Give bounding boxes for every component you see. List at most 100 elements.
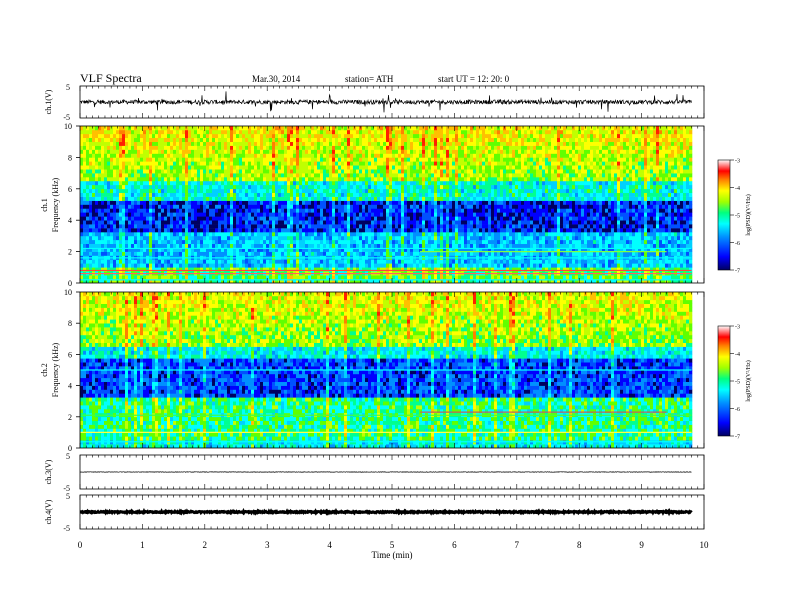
spectrogram-cell [395, 141, 399, 146]
spectrogram-cell [299, 232, 303, 237]
spectrogram-cell [221, 232, 225, 237]
spectrogram-cell [227, 216, 231, 221]
spectrogram-cell [152, 243, 156, 249]
spectrogram-cell [374, 212, 378, 217]
spectrogram-cell [428, 247, 432, 252]
spectrogram-cell [122, 212, 126, 217]
spectrogram-cell [419, 129, 423, 135]
spectrogram-cell [128, 275, 132, 280]
spectrogram-cell [182, 133, 186, 139]
spectrogram-cell [359, 133, 363, 139]
spectrogram-cell [305, 267, 309, 272]
spectrogram-cell [254, 267, 258, 272]
spectrogram-cell [119, 141, 123, 146]
spectrogram-cell [401, 239, 405, 245]
spectrogram-cell [299, 267, 303, 272]
spectrogram-cell [212, 212, 216, 217]
spectrogram-cell [374, 133, 378, 139]
spectrogram-cell [95, 180, 99, 186]
spectrogram-cell [155, 208, 159, 213]
spectrogram-cell [353, 169, 357, 174]
spectrogram-cell [335, 228, 339, 233]
spectrogram-cell [383, 177, 387, 182]
spectrogram-cell [158, 247, 162, 252]
spectrogram-cell [260, 232, 264, 237]
spectrogram-cell [194, 137, 198, 143]
spectrogram-cell [368, 212, 372, 217]
spectrogram-cell [416, 153, 420, 158]
spectrogram-cell [347, 232, 351, 237]
spectrogram-cell [443, 235, 447, 241]
spectrogram-cell [194, 239, 198, 245]
spectrogram-cell [347, 208, 351, 213]
spectrogram-cell [140, 149, 144, 154]
spectrogram-cell [110, 141, 114, 146]
spectrogram-cell [278, 145, 282, 150]
spectrogram-cell [188, 220, 192, 225]
spectrogram-cell [452, 267, 456, 272]
spectrogram-cell [209, 165, 213, 170]
spectrogram-cell [188, 153, 192, 158]
spectrogram-cell [224, 216, 228, 221]
spectrogram-cell [269, 141, 273, 146]
spectrogram-cell [353, 251, 357, 256]
spectrogram-cell [431, 224, 435, 229]
spectrogram-cell [188, 145, 192, 150]
spectrogram-cell [428, 239, 432, 245]
spectrogram-cell [329, 157, 333, 162]
spectrogram-cell [326, 192, 330, 197]
spectrogram-cell [107, 137, 111, 143]
spectrogram-cell [449, 129, 453, 135]
spectrogram-cell [353, 247, 357, 252]
spectrogram-cell [305, 251, 309, 256]
spectrogram-cell [170, 126, 174, 131]
spectrogram-cell [155, 239, 159, 245]
spectrogram-cell [356, 141, 360, 146]
spectrogram-cell [185, 259, 189, 264]
spectrogram-cell [314, 232, 318, 237]
spectrogram-cell [275, 173, 279, 178]
spectrogram-cell [224, 177, 228, 182]
spectrogram-cell [440, 196, 444, 201]
spectrogram-cell [308, 161, 312, 166]
spectrogram-cell [227, 239, 231, 245]
spectrogram-cell [197, 235, 201, 241]
spectrogram-cell [368, 224, 372, 229]
spectrogram-cell [416, 232, 420, 237]
spectrogram-cell [305, 275, 309, 280]
spectrogram-cell [173, 247, 177, 252]
spectrogram-cell [110, 137, 114, 143]
spectrogram-cell [440, 275, 444, 280]
spectrogram-cell [317, 235, 321, 241]
spectrogram-cell [281, 149, 285, 154]
spectrogram-cell [332, 196, 336, 201]
spectrogram-cell [305, 243, 309, 249]
spectrogram-cell [428, 149, 432, 154]
spectrogram-cell [116, 220, 120, 225]
spectrogram-cell [386, 247, 390, 252]
spectrogram-cell [350, 224, 354, 229]
spectrogram-cell [260, 224, 264, 229]
spectrogram-cell [263, 208, 267, 213]
spectrogram-cell [353, 161, 357, 166]
spectrogram-cell [266, 228, 270, 233]
spectrogram-cell [263, 220, 267, 225]
spectrogram-cell [290, 188, 294, 194]
spectrogram-cell [98, 267, 102, 272]
spectrogram-cell [119, 263, 123, 268]
spectrogram-cell [269, 161, 273, 166]
spectrogram-cell [341, 129, 345, 135]
spectrogram-cell [89, 153, 93, 158]
spectrogram-cell [344, 232, 348, 237]
spectrogram-cell [443, 243, 447, 249]
spectrogram-cell [377, 251, 381, 256]
spectrogram-cell [164, 224, 168, 229]
spectrogram-cell [368, 173, 372, 178]
spectrogram-cell [416, 149, 420, 154]
spectrogram-cell [434, 251, 438, 256]
spectrogram-cell [212, 149, 216, 154]
spectrogram-cell [374, 126, 378, 131]
spectrogram-cell [410, 232, 414, 237]
spectrogram-cell [176, 228, 180, 233]
spectrogram-cell [164, 235, 168, 241]
